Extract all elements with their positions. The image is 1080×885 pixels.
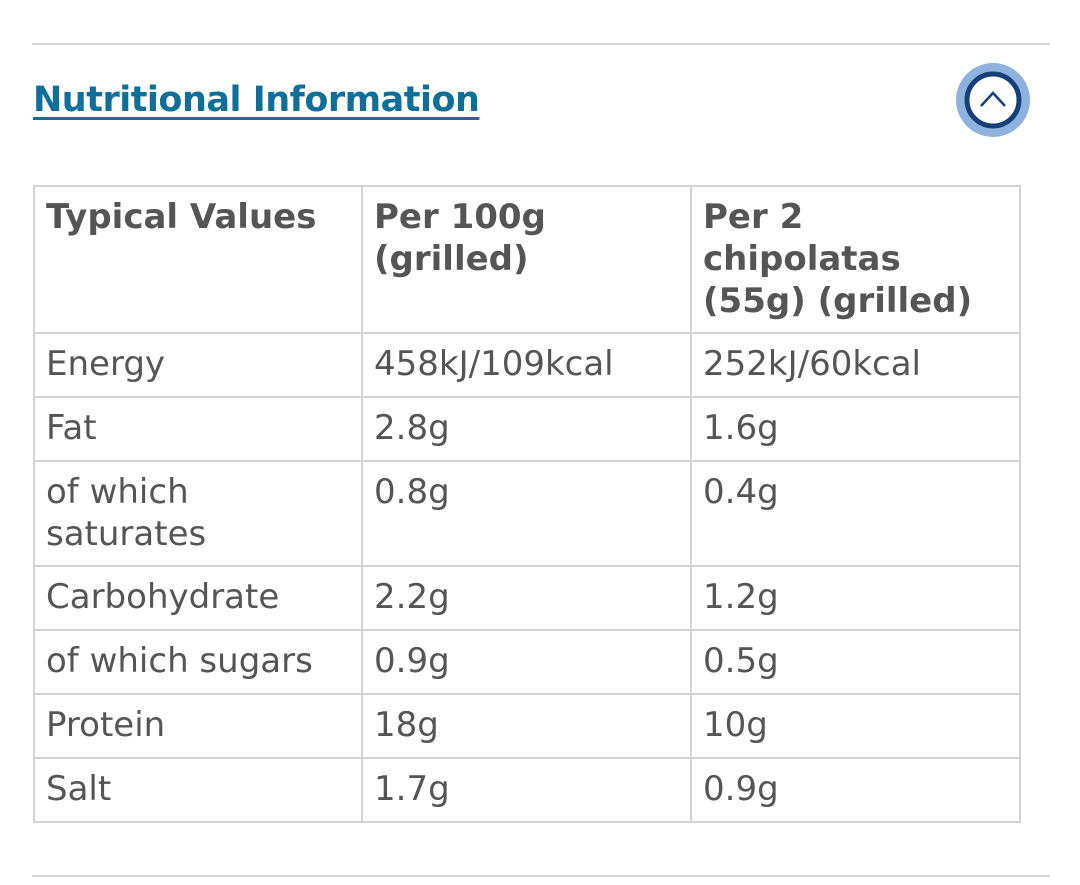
- table-row: Fat 2.8g 1.6g: [33, 396, 1021, 462]
- nutrient-value: 0.8g: [361, 460, 692, 567]
- table-row: Salt 1.7g 0.9g: [33, 757, 1021, 823]
- nutrient-name: of which saturates: [33, 460, 363, 567]
- nutrient-name: of which sugars: [33, 629, 363, 695]
- table-row: Protein 18g 10g: [33, 693, 1021, 759]
- nutrient-value: 2.8g: [361, 396, 692, 462]
- nutrient-name: Carbohydrate: [33, 565, 363, 631]
- nutrient-value: 0.9g: [361, 629, 692, 695]
- nutrient-value: 252kJ/60kcal: [690, 332, 1021, 398]
- divider: [32, 875, 1050, 877]
- nutrient-value: 2.2g: [361, 565, 692, 631]
- nutrient-value: 0.4g: [690, 460, 1021, 567]
- nutrient-value: 1.7g: [361, 757, 692, 823]
- table-row: of which sugars 0.9g 0.5g: [33, 629, 1021, 695]
- nutrition-table: Typical Values Per 100g (grilled) Per 2 ch…: [33, 185, 1021, 823]
- header-row: Typical Values Per 100g (grilled) Per 2 ch…: [33, 185, 1021, 334]
- collapse-button[interactable]: [956, 63, 1030, 137]
- column-header: Per 100g (grilled): [361, 185, 692, 334]
- nutrient-name: Protein: [33, 693, 363, 759]
- nutrient-value: 1.6g: [690, 396, 1021, 462]
- section-title[interactable]: Nutritional Information: [33, 80, 480, 120]
- divider: [32, 43, 1050, 45]
- column-header: Per 2 chipolatas (55g) (grilled): [690, 185, 1021, 334]
- nutrient-value: 0.9g: [690, 757, 1021, 823]
- nutrient-value: 18g: [361, 693, 692, 759]
- nutrient-name: Fat: [33, 396, 363, 462]
- nutrient-name: Energy: [33, 332, 363, 398]
- nutrient-value: 458kJ/109kcal: [361, 332, 692, 398]
- table-row: of which saturates 0.8g 0.4g: [33, 460, 1021, 567]
- nutrient-value: 10g: [690, 693, 1021, 759]
- table-row: Carbohydrate 2.2g 1.2g: [33, 565, 1021, 631]
- nutrient-value: 0.5g: [690, 629, 1021, 695]
- table-row: Energy 458kJ/109kcal 252kJ/60kcal: [33, 332, 1021, 398]
- column-header: Typical Values: [33, 185, 363, 334]
- collapse-icon: [956, 63, 1030, 137]
- nutrient-name: Salt: [33, 757, 363, 823]
- nutrient-value: 1.2g: [690, 565, 1021, 631]
